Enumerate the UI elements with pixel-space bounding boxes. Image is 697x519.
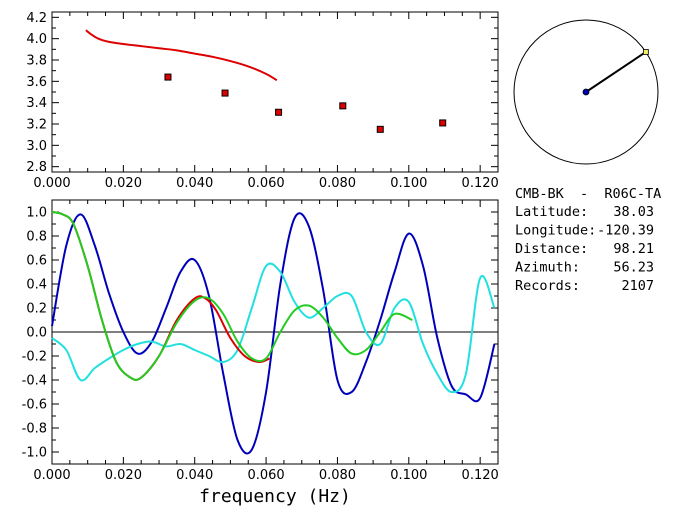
station-dot [582, 88, 590, 96]
correlation-x-tick-label: 0.000 [33, 468, 70, 483]
correlation-y-tick-label: 1.0 [26, 206, 47, 221]
correlation-panel: 0.000 0.020 0.040 0.060 0.080 0.100 0.120 1.0 0.… [22, 199, 499, 507]
correlation-y-tick-label: 0.4 [26, 278, 47, 293]
station-info: CMB-BK - R06C-TA Latitude: 38.03 Longitude… [515, 186, 661, 294]
correlation-y-tick-label: -0.8 [22, 422, 47, 437]
azimuth-compass [513, 19, 659, 165]
field-label: Distance: [515, 241, 588, 257]
correlation-x-tick-label: 0.080 [319, 468, 356, 483]
correlation-y-tick-label: 0.6 [26, 254, 47, 269]
compass-circle [513, 19, 659, 165]
correlation-series-line-0 [51, 212, 496, 455]
azimuth-line [585, 51, 647, 93]
correlation-ticks: 0.000 0.020 0.040 0.060 0.080 0.100 0.120 1.0 0.… [22, 199, 499, 483]
dispersion-y-tick-label: 2.8 [26, 160, 47, 175]
dispersion-x-tick-label: 0.060 [247, 176, 284, 191]
correlation-y-tick-label: -1.0 [22, 446, 47, 461]
dispersion-x-tick-label: 0.000 [33, 176, 70, 191]
field-value: -120.39 [597, 223, 654, 239]
dispersion-y-tick-label: 3.4 [26, 96, 47, 111]
correlation-series-line-3 [51, 211, 413, 381]
dispersion-data-point [439, 119, 447, 127]
correlation-x-tick-label: 0.040 [176, 468, 213, 483]
dispersion-series [85, 29, 447, 133]
correlation-x-tick-label: 0.060 [247, 468, 284, 483]
station-name: CMB-BK - R06C-TA [515, 186, 661, 202]
correlation-y-tick-label: -0.4 [22, 374, 47, 389]
dispersion-plot-frame [51, 11, 499, 173]
receiver-marker [642, 49, 649, 55]
field-label: Records: [515, 278, 580, 294]
correlation-y-tick-label: 0.8 [26, 230, 47, 245]
field-value: 38.03 [613, 204, 654, 220]
correlation-x-tick-label: 0.100 [390, 468, 427, 483]
dispersion-ticks: 0.000 0.020 0.040 0.060 0.080 0.100 0.120 2.8 3.… [26, 11, 498, 191]
dispersion-x-tick-label: 0.020 [105, 176, 142, 191]
field-label: Latitude: [515, 204, 588, 220]
dispersion-x-tick-label: 0.120 [462, 176, 499, 191]
correlation-y-tick-label: 0.2 [26, 302, 47, 317]
dispersion-data-point [339, 102, 347, 110]
field-value: 2107 [621, 278, 654, 294]
dispersion-y-tick-label: 3.8 [26, 54, 47, 69]
dispersion-data-point [221, 89, 229, 97]
dispersion-data-point [164, 73, 172, 81]
correlation-series-line-1 [51, 262, 496, 394]
correlation-y-tick-label: -0.6 [22, 398, 47, 413]
field-label: Azimuth: [515, 260, 580, 276]
dispersion-data-point [275, 108, 283, 116]
dispersion-x-tick-label: 0.100 [390, 176, 427, 191]
dispersion-y-tick-label: 4.0 [26, 32, 47, 47]
dispersion-y-tick-label: 3.2 [26, 118, 47, 133]
correlation-series [51, 211, 496, 455]
field-value: 98.21 [613, 241, 654, 257]
correlation-y-tick-label: -0.2 [22, 350, 47, 365]
dispersion-panel: 0.000 0.020 0.040 0.060 0.080 0.100 0.120 2.8 3.… [26, 11, 498, 191]
dispersion-y-tick-label: 3.6 [26, 75, 47, 90]
dispersion-y-tick-label: 4.2 [26, 11, 47, 26]
field-value: 56.23 [613, 260, 654, 276]
x-axis-label: frequency (Hz) [199, 486, 351, 507]
field-label: Longitude: [515, 223, 596, 239]
dispersion-x-tick-label: 0.080 [319, 176, 356, 191]
correlation-x-tick-label: 0.020 [105, 468, 142, 483]
dispersion-y-tick-label: 3.0 [26, 139, 47, 154]
dispersion-data-point [376, 125, 384, 133]
correlation-y-tick-label: 0.0 [26, 326, 47, 341]
dispersion-x-tick-label: 0.040 [176, 176, 213, 191]
correlation-x-tick-label: 0.120 [462, 468, 499, 483]
dispersion-series-line-0 [85, 29, 278, 82]
